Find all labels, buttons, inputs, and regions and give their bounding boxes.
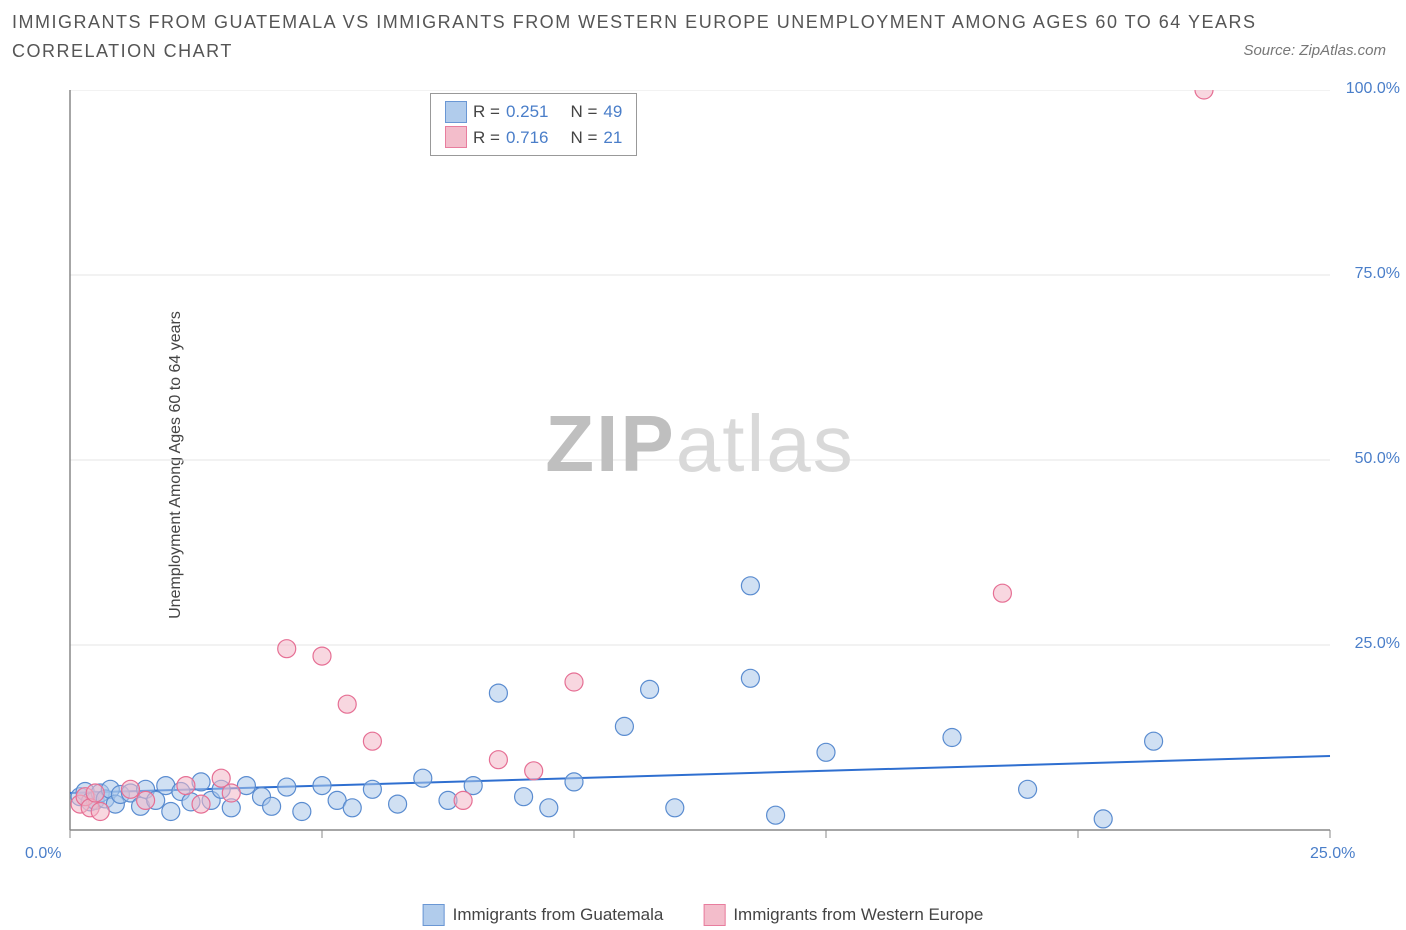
swatch-series2-icon xyxy=(703,904,725,926)
swatch-series2 xyxy=(445,126,467,148)
source-attribution: Source: ZipAtlas.com xyxy=(1243,42,1386,59)
x-tick-label: 0.0% xyxy=(25,845,61,863)
x-tick-label: 25.0% xyxy=(1310,845,1355,863)
legend-label-series2: Immigrants from Western Europe xyxy=(733,905,983,925)
n-value: 21 xyxy=(603,125,622,151)
swatch-series1-icon xyxy=(423,904,445,926)
legend-item-series1: Immigrants from Guatemala xyxy=(423,904,664,926)
r-value: 0.716 xyxy=(506,125,549,151)
n-value: 49 xyxy=(603,99,622,125)
y-tick-label: 50.0% xyxy=(1355,450,1400,468)
scatter-plot-svg xyxy=(60,90,1340,860)
y-tick-label: 100.0% xyxy=(1346,80,1400,98)
chart-title-line2: CORRELATION CHART xyxy=(12,37,1394,66)
r-label: R = xyxy=(473,125,500,151)
correlation-legend: R = 0.251 N = 49 R = 0.716 N = 21 xyxy=(430,93,637,156)
r-label: R = xyxy=(473,99,500,125)
r-value: 0.251 xyxy=(506,99,549,125)
y-tick-label: 75.0% xyxy=(1355,265,1400,283)
series-legend: Immigrants from Guatemala Immigrants fro… xyxy=(423,904,984,926)
legend-label-series1: Immigrants from Guatemala xyxy=(453,905,664,925)
legend-row-series2: R = 0.716 N = 21 xyxy=(445,125,622,151)
n-label: N = xyxy=(570,99,597,125)
swatch-series1 xyxy=(445,101,467,123)
legend-row-series1: R = 0.251 N = 49 xyxy=(445,99,622,125)
legend-item-series2: Immigrants from Western Europe xyxy=(703,904,983,926)
y-tick-label: 25.0% xyxy=(1355,635,1400,653)
chart-title-block: IMMIGRANTS FROM GUATEMALA VS IMMIGRANTS … xyxy=(12,8,1394,66)
chart-title-line1: IMMIGRANTS FROM GUATEMALA VS IMMIGRANTS … xyxy=(12,8,1394,37)
chart-area: R = 0.251 N = 49 R = 0.716 N = 21 ZIPatl… xyxy=(60,90,1340,860)
n-label: N = xyxy=(570,125,597,151)
